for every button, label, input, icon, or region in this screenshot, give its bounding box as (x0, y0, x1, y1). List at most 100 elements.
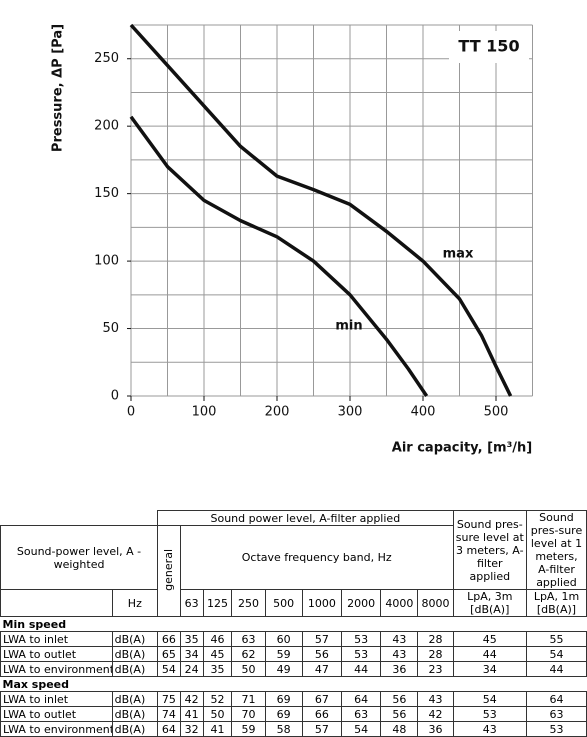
cell: 53 (525, 721, 587, 737)
row-unit: dB(A) (111, 721, 159, 737)
x-tick-label: 100 (192, 405, 217, 420)
row-unit: dB(A) (111, 631, 159, 647)
cell: 57 (301, 631, 342, 647)
cell: 59 (264, 646, 303, 662)
cell: 41 (179, 706, 204, 722)
cell: 59 (231, 721, 266, 737)
cell: 64 (525, 691, 587, 707)
cell: 43 (380, 646, 419, 662)
row-unit: dB(A) (111, 661, 159, 677)
cell: 54 (525, 646, 587, 662)
cell: 32 (179, 721, 204, 737)
cell: 70 (231, 706, 266, 722)
cell: 66 (157, 631, 181, 647)
cell: 52 (202, 691, 233, 707)
cell: 64 (157, 721, 181, 737)
band-header: 500 (264, 589, 303, 617)
y-tick-label: 0 (111, 389, 119, 404)
x-tick-label: 400 (411, 405, 436, 420)
cell: 43 (380, 631, 419, 647)
title-box (449, 31, 529, 63)
cell: 45 (452, 631, 527, 647)
cell: 56 (380, 691, 419, 707)
cell: 35 (179, 631, 204, 647)
cell: 53 (340, 646, 382, 662)
cell: 54 (340, 721, 382, 737)
cell: 34 (179, 646, 204, 662)
chart-title: TT 150 (458, 37, 519, 56)
x-tick-label: 0 (127, 405, 135, 420)
band-header: 4000 (380, 589, 419, 617)
cell: 67 (301, 691, 342, 707)
cell: 75 (157, 691, 181, 707)
cell: 56 (301, 646, 342, 662)
row-label: LWA to environment (0, 661, 113, 677)
header: Octave frequency band, Hz (179, 525, 454, 590)
header: Hz (111, 589, 159, 617)
band-header: 125 (202, 589, 233, 617)
cell: 46 (202, 631, 233, 647)
cell: 49 (264, 661, 303, 677)
cell: 53 (452, 706, 527, 722)
band-header: 250 (231, 589, 266, 617)
cell: 69 (264, 691, 303, 707)
cell: 43 (452, 721, 527, 737)
cell: 63 (231, 631, 266, 647)
header: general (162, 548, 176, 591)
x-axis-label: Air capacity, [m³/h] (392, 441, 532, 456)
row-label: LWA to outlet (0, 646, 113, 662)
cell: 43 (417, 691, 454, 707)
y-axis-label: Pressure, ΔP [Pa] (51, 24, 66, 152)
cell: 50 (202, 706, 233, 722)
cell: 57 (301, 721, 342, 737)
series-label: min (335, 319, 362, 334)
cell: 35 (202, 661, 233, 677)
cell: 62 (231, 646, 266, 662)
cell: 71 (231, 691, 266, 707)
band-header: 2000 (340, 589, 382, 617)
y-tick-label: 250 (94, 51, 119, 66)
cell: 56 (380, 706, 419, 722)
line (129, 23, 513, 397)
sound-table: Sound power level, A-filter applied Soun… (0, 510, 587, 737)
header: Sound-power level, A - weighted (0, 525, 159, 590)
cell: 28 (417, 646, 454, 662)
band-header: 63 (179, 589, 204, 617)
header: Sound pres-sure level at 3 meters, A-fil… (452, 510, 527, 590)
cell: 63 (525, 706, 587, 722)
cell: 41 (202, 721, 233, 737)
cell: 44 (452, 646, 527, 662)
header: Sound pres-sure level at 1 meters, A-fil… (525, 510, 587, 590)
cell: 36 (380, 661, 419, 677)
x-tick-label: 200 (265, 405, 290, 420)
header: LpA, 1m [dB(A)] (525, 589, 587, 617)
cell: 54 (452, 691, 527, 707)
series-label: max (443, 247, 474, 262)
row-label: LWA to inlet (0, 631, 113, 647)
row-label: LWA to outlet (0, 706, 113, 722)
band-header: 8000 (417, 589, 454, 617)
cell: 63 (340, 706, 382, 722)
row-unit: dB(A) (111, 706, 159, 722)
cell: 47 (301, 661, 342, 677)
cell: 45 (202, 646, 233, 662)
y-tick-label: 200 (94, 119, 119, 134)
cell: 42 (179, 691, 204, 707)
band-header: 1000 (301, 589, 342, 617)
cell: 23 (417, 661, 454, 677)
cell: 36 (417, 721, 454, 737)
row-unit: dB(A) (111, 691, 159, 707)
section-title: Max speed (0, 676, 587, 692)
cell: 74 (157, 706, 181, 722)
x-tick-label: 300 (338, 405, 363, 420)
row-unit: dB(A) (111, 646, 159, 662)
row-label: LWA to environment (0, 721, 113, 737)
cell: 64 (340, 691, 382, 707)
cell: 34 (452, 661, 527, 677)
cell: 66 (301, 706, 342, 722)
cell: 69 (264, 706, 303, 722)
y-tick-label: 150 (94, 186, 119, 201)
header: Sound power level, A-filter applied (157, 510, 454, 526)
cell: 55 (525, 631, 587, 647)
